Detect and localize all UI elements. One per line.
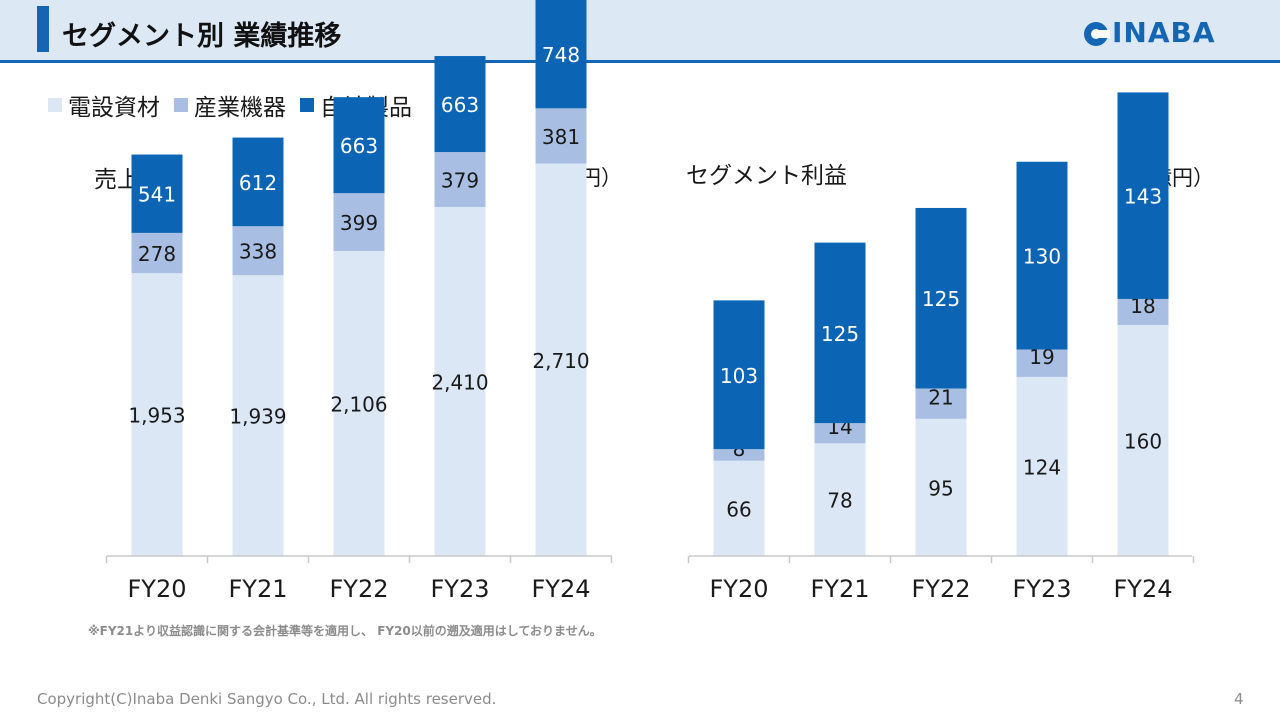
sales-bar — [434, 206, 486, 556]
profit-chart-title: セグメント利益 — [686, 163, 847, 189]
profit-bar — [915, 388, 967, 419]
sales-bar — [535, 163, 587, 556]
profit-data-label: 143 — [1124, 185, 1162, 209]
sales-data-label: 379 — [441, 169, 479, 193]
sales-tick-label: FY20 — [127, 575, 186, 603]
legend-label: 産業機器 — [194, 95, 286, 121]
profit-bar — [713, 449, 765, 461]
profit-bar — [1016, 349, 1068, 377]
sales-data-label: 663 — [441, 93, 479, 117]
sales-data-label: 2,710 — [532, 349, 589, 373]
profit-bar — [713, 300, 765, 450]
profit-bar — [1117, 92, 1169, 299]
page-title: セグメント別 業績推移 — [62, 21, 342, 52]
profit-bar — [1117, 324, 1169, 556]
legend-item: 産業機器 — [174, 88, 286, 122]
profit-data-label: 125 — [821, 322, 859, 346]
profit-bar — [713, 460, 765, 556]
sales-data-label: 663 — [340, 134, 378, 158]
sales-tick-label: FY22 — [329, 575, 388, 603]
sales-bar — [434, 56, 486, 153]
logo-text: INABA — [1112, 16, 1216, 49]
legend-item: 電設資材 — [48, 88, 160, 122]
sales-bar — [232, 275, 284, 556]
profit-data-label: 160 — [1124, 429, 1162, 453]
profit-data-label: 124 — [1023, 455, 1061, 479]
legend-label: 電設資材 — [68, 95, 160, 121]
profit-bar — [814, 242, 866, 424]
copyright-text: Copyright(C)Inaba Denki Sangyo Co., Ltd.… — [37, 690, 497, 708]
sales-data-label: 1,939 — [229, 405, 286, 429]
profit-tick-label: FY23 — [1012, 575, 1071, 603]
sales-bar — [131, 273, 183, 556]
profit-bar — [1016, 376, 1068, 556]
profit-data-label: 103 — [720, 364, 758, 388]
sales-data-label: 278 — [138, 242, 176, 266]
footnote: ※FY21より収益認識に関する会計基準等を適用し、 FY20以前の遡及適用はして… — [88, 624, 602, 638]
logo-mark-icon — [1084, 22, 1110, 46]
legend-swatch — [48, 98, 62, 112]
legend-swatch — [174, 98, 188, 112]
profit-bar — [1016, 161, 1068, 350]
sales-bar — [333, 97, 385, 194]
sales-bar — [131, 232, 183, 274]
profit-tick-label: FY24 — [1113, 575, 1172, 603]
header-accent — [37, 6, 49, 52]
sales-tick-label: FY24 — [531, 575, 590, 603]
profit-bar — [814, 423, 866, 444]
sales-data-label: 748 — [542, 43, 580, 67]
sales-bar — [535, 108, 587, 164]
sales-data-label: 2,410 — [431, 370, 488, 394]
company-logo: INABA — [1082, 16, 1244, 50]
profit-bar — [915, 418, 967, 556]
profit-bar — [1117, 298, 1169, 325]
profit-tick-label: FY21 — [810, 575, 869, 603]
profit-data-label: 95 — [928, 476, 953, 500]
profit-tick-label: FY20 — [709, 575, 768, 603]
sales-bar — [232, 137, 284, 227]
sales-tick-label: FY21 — [228, 575, 287, 603]
sales-tick-label: FY23 — [430, 575, 489, 603]
page-number: 4 — [1234, 690, 1244, 708]
profit-bar — [814, 443, 866, 556]
sales-bar — [434, 152, 486, 207]
sales-bar — [232, 226, 284, 276]
sales-bar — [333, 250, 385, 556]
sales-data-label: 2,106 — [330, 392, 387, 416]
profit-data-label: 125 — [922, 287, 960, 311]
profit-data-label: 130 — [1023, 245, 1061, 269]
sales-data-label: 381 — [542, 125, 580, 149]
sales-bar — [535, 0, 587, 109]
profit-data-label: 78 — [827, 489, 852, 513]
profit-data-label: 21 — [928, 386, 953, 410]
sales-data-label: 1,953 — [128, 404, 185, 428]
header-divider — [0, 60, 1280, 63]
sales-data-label: 338 — [239, 240, 277, 264]
sales-data-label: 612 — [239, 171, 277, 195]
profit-data-label: 66 — [726, 497, 751, 521]
sales-bar — [333, 193, 385, 251]
header-bar — [0, 0, 1280, 60]
profit-tick-label: FY22 — [911, 575, 970, 603]
profit-bar — [915, 207, 967, 389]
legend-swatch — [300, 98, 314, 112]
sales-bar — [131, 154, 183, 233]
sales-data-label: 541 — [138, 183, 176, 207]
sales-data-label: 399 — [340, 211, 378, 235]
